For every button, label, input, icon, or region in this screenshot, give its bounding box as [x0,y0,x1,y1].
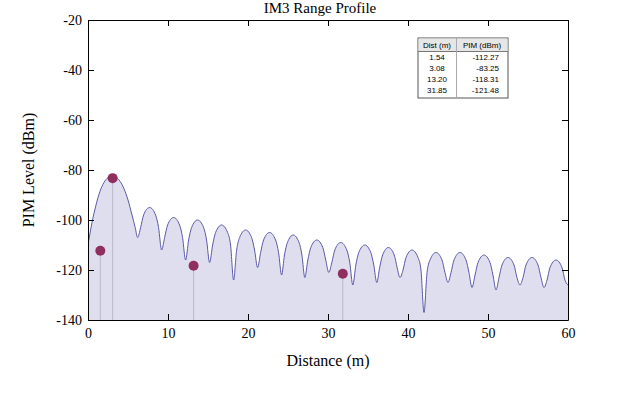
tick-mark [562,220,568,221]
title: IM3 Range Profile [264,0,377,16]
tick-mark [88,220,94,221]
axis-line [568,21,569,321]
tick-mark [408,314,409,320]
point [189,261,199,271]
x-axis-title: Distance (m) [286,352,369,370]
tick [562,320,568,321]
table-cell: 1.54 [429,53,445,62]
tick-mark [328,20,329,26]
tick-mark [88,320,94,321]
tick-label: -40 [63,63,82,78]
table-cell: -112.27 [472,53,499,62]
tick-label: 30 [322,326,336,341]
tick-mark [88,270,94,271]
legend-rule [456,38,457,98]
table-cell: -83.25 [476,64,499,73]
tick: 20 [242,314,256,341]
tick-mark [168,314,169,320]
table-cell: -118.31 [472,75,499,84]
table-cell: 31.85 [427,86,448,95]
tick: -80 [63,163,94,178]
tick: 30 [322,314,336,341]
tick-label: 20 [242,326,256,341]
tick-mark [168,20,169,26]
tick [562,170,568,171]
tick-label: -20 [63,13,82,28]
tick-label: -120 [56,263,82,278]
point [108,173,118,183]
tick-label: 50 [482,326,496,341]
tick-mark [88,20,89,26]
tick-mark [248,20,249,26]
legend-header [419,39,508,52]
point [95,246,105,256]
tick-mark [328,314,329,320]
tick-mark [488,20,489,26]
drop-line [112,178,113,320]
tick [562,220,568,221]
tick [88,20,89,26]
axis: 0 10 20 30 40 50 60 [85,314,576,341]
tick-label: -100 [56,213,82,228]
tick [248,20,249,26]
tick-mark [488,314,489,320]
tick: -60 [63,113,94,128]
tick-mark [408,20,409,26]
tick: 10 [162,314,176,341]
legend-rule [418,51,508,52]
axis-line [89,320,569,321]
table-cell: 3.08 [429,64,445,73]
tick-mark [88,70,94,71]
tick-label: 10 [162,326,176,341]
drop-line [342,274,343,320]
table-cell: 13.20 [427,75,448,84]
tick [488,20,489,26]
tick [328,20,329,26]
tick-label: -60 [63,113,82,128]
tick-mark [88,120,94,121]
tick-mark [562,320,568,321]
tick-mark [562,170,568,171]
drop-line [100,251,101,320]
tick: -140 [56,313,94,328]
legend-box [418,38,508,98]
tick-mark [562,20,568,21]
tick-label: -140 [56,313,82,328]
area [88,176,568,320]
tick: -40 [63,63,94,78]
tick-mark [562,70,568,71]
line [88,176,568,313]
axis: -140 -120 -100 -80 -60 -40 -20 [56,13,94,328]
tick [408,20,409,26]
tick-mark [562,120,568,121]
y-axis-title: PIM Level (dBm) [20,113,38,228]
tick-label: 40 [402,326,416,341]
tick-mark [88,170,94,171]
table-cell: -121.48 [472,86,500,95]
tick-mark [248,314,249,320]
tick [562,120,568,121]
tick-label: 60 [562,326,576,341]
table-header: Dist (m) [423,41,451,50]
tick-label: 0 [85,326,92,341]
chart: 0 10 20 30 40 50 60 -140 -120 -100 -80 -60 -40 -20 IM3… [0,0,640,400]
plot-area [88,173,568,320]
drop-line [193,266,194,320]
tick-label: -80 [63,163,82,178]
legend-table: Dist (m) PIM (dBm) 1.54 -112.27 3.08 -83.25 13… [418,38,508,98]
axis [562,21,569,321]
tick-mark [562,270,568,271]
point [338,269,348,279]
tick: -100 [56,213,94,228]
tick: 40 [402,314,416,341]
tick: 50 [482,314,496,341]
tick [562,20,568,21]
tick [562,70,568,71]
tick [562,270,568,271]
tick [168,20,169,26]
table-header: PIM (dBm) [463,41,502,50]
axis [89,20,569,26]
tick: -120 [56,263,94,278]
